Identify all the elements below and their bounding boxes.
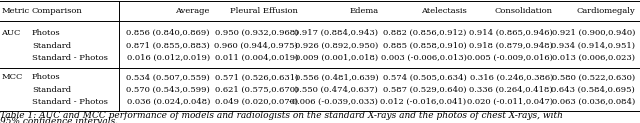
Text: 0.336 (0.264,0.418): 0.336 (0.264,0.418) (469, 86, 553, 94)
Text: Cardiomegaly: Cardiomegaly (576, 7, 635, 15)
Text: 95% confidence intervals.: 95% confidence intervals. (0, 117, 118, 123)
Text: 0.571 (0.526,0.631): 0.571 (0.526,0.631) (215, 73, 298, 82)
Text: 0.020 (-0.011,0.047): 0.020 (-0.011,0.047) (467, 98, 553, 106)
Text: 0.921 (0.900,0.940): 0.921 (0.900,0.940) (552, 29, 635, 37)
Text: 0.049 (0.020,0.070): 0.049 (0.020,0.070) (215, 98, 298, 106)
Text: 0.960 (0.944,0.975): 0.960 (0.944,0.975) (214, 41, 298, 50)
Text: 0.885 (0.858,0.910): 0.885 (0.858,0.910) (383, 41, 467, 50)
Text: Pleural Effusion: Pleural Effusion (230, 7, 298, 15)
Text: Standard - Photos: Standard - Photos (32, 54, 108, 62)
Text: 0.934 (0.914,0.951): 0.934 (0.914,0.951) (551, 41, 635, 50)
Text: 0.016 (0.012,0.019): 0.016 (0.012,0.019) (127, 54, 210, 62)
Text: Consolidation: Consolidation (495, 7, 553, 15)
Text: 0.005 (-0.009,0.016): 0.005 (-0.009,0.016) (467, 54, 553, 62)
Text: 0.011 (0.004,0.019): 0.011 (0.004,0.019) (215, 54, 298, 62)
Text: 0.556 (0.481,0.639): 0.556 (0.481,0.639) (294, 73, 378, 82)
Text: 0.643 (0.584,0.695): 0.643 (0.584,0.695) (551, 86, 635, 94)
Text: 0.012 (-0.016,0.041): 0.012 (-0.016,0.041) (380, 98, 467, 106)
Text: 0.871 (0.855,0.883): 0.871 (0.855,0.883) (126, 41, 210, 50)
Text: Metric: Metric (1, 7, 29, 15)
Text: MCC: MCC (1, 73, 22, 82)
Text: Atelectasis: Atelectasis (421, 7, 467, 15)
Text: -0.006 (-0.039,0.033): -0.006 (-0.039,0.033) (289, 98, 378, 106)
Text: 0.550 (0.474,0.637): 0.550 (0.474,0.637) (294, 86, 378, 94)
Text: AUC: AUC (1, 29, 20, 37)
Text: 0.914 (0.865,0.946): 0.914 (0.865,0.946) (469, 29, 553, 37)
Text: Edema: Edema (349, 7, 378, 15)
Text: 0.926 (0.892,0.950): 0.926 (0.892,0.950) (295, 41, 378, 50)
Text: Photos: Photos (32, 29, 61, 37)
Text: Table 1: AUC and MCC performance of models and radiologists on the standard X-ra: Table 1: AUC and MCC performance of mode… (0, 110, 563, 120)
Text: 0.534 (0.507,0.559): 0.534 (0.507,0.559) (126, 73, 210, 82)
Text: 0.918 (0.879,0.948): 0.918 (0.879,0.948) (469, 41, 553, 50)
Text: 0.587 (0.529,0.640): 0.587 (0.529,0.640) (383, 86, 467, 94)
Text: 0.003 (-0.006,0.013): 0.003 (-0.006,0.013) (381, 54, 467, 62)
Text: 0.063 (0.036,0.084): 0.063 (0.036,0.084) (552, 98, 635, 106)
Text: Photos: Photos (32, 73, 61, 82)
Text: 0.856 (0.840,0.869): 0.856 (0.840,0.869) (127, 29, 210, 37)
Text: 0.574 (0.505,0.634): 0.574 (0.505,0.634) (383, 73, 467, 82)
Text: 0.917 (0.884,0.943): 0.917 (0.884,0.943) (294, 29, 378, 37)
Text: Standard - Photos: Standard - Photos (32, 98, 108, 106)
Text: 0.882 (0.856,0.912): 0.882 (0.856,0.912) (383, 29, 467, 37)
Text: 0.580 (0.522,0.630): 0.580 (0.522,0.630) (552, 73, 635, 82)
Text: 0.570 (0.543,0.599): 0.570 (0.543,0.599) (126, 86, 210, 94)
Text: 0.013 (0.006,0.023): 0.013 (0.006,0.023) (552, 54, 635, 62)
Text: Average: Average (175, 7, 210, 15)
Text: Standard: Standard (32, 41, 71, 50)
Text: 0.950 (0.932,0.968): 0.950 (0.932,0.968) (215, 29, 298, 37)
Text: Comparison: Comparison (32, 7, 83, 15)
Text: Standard: Standard (32, 86, 71, 94)
Text: 0.621 (0.575,0.670): 0.621 (0.575,0.670) (215, 86, 298, 94)
Text: 0.009 (0.001,0.018): 0.009 (0.001,0.018) (295, 54, 378, 62)
Text: 0.036 (0.024,0.048): 0.036 (0.024,0.048) (127, 98, 210, 106)
Text: 0.316 (0.246,0.386): 0.316 (0.246,0.386) (470, 73, 553, 82)
